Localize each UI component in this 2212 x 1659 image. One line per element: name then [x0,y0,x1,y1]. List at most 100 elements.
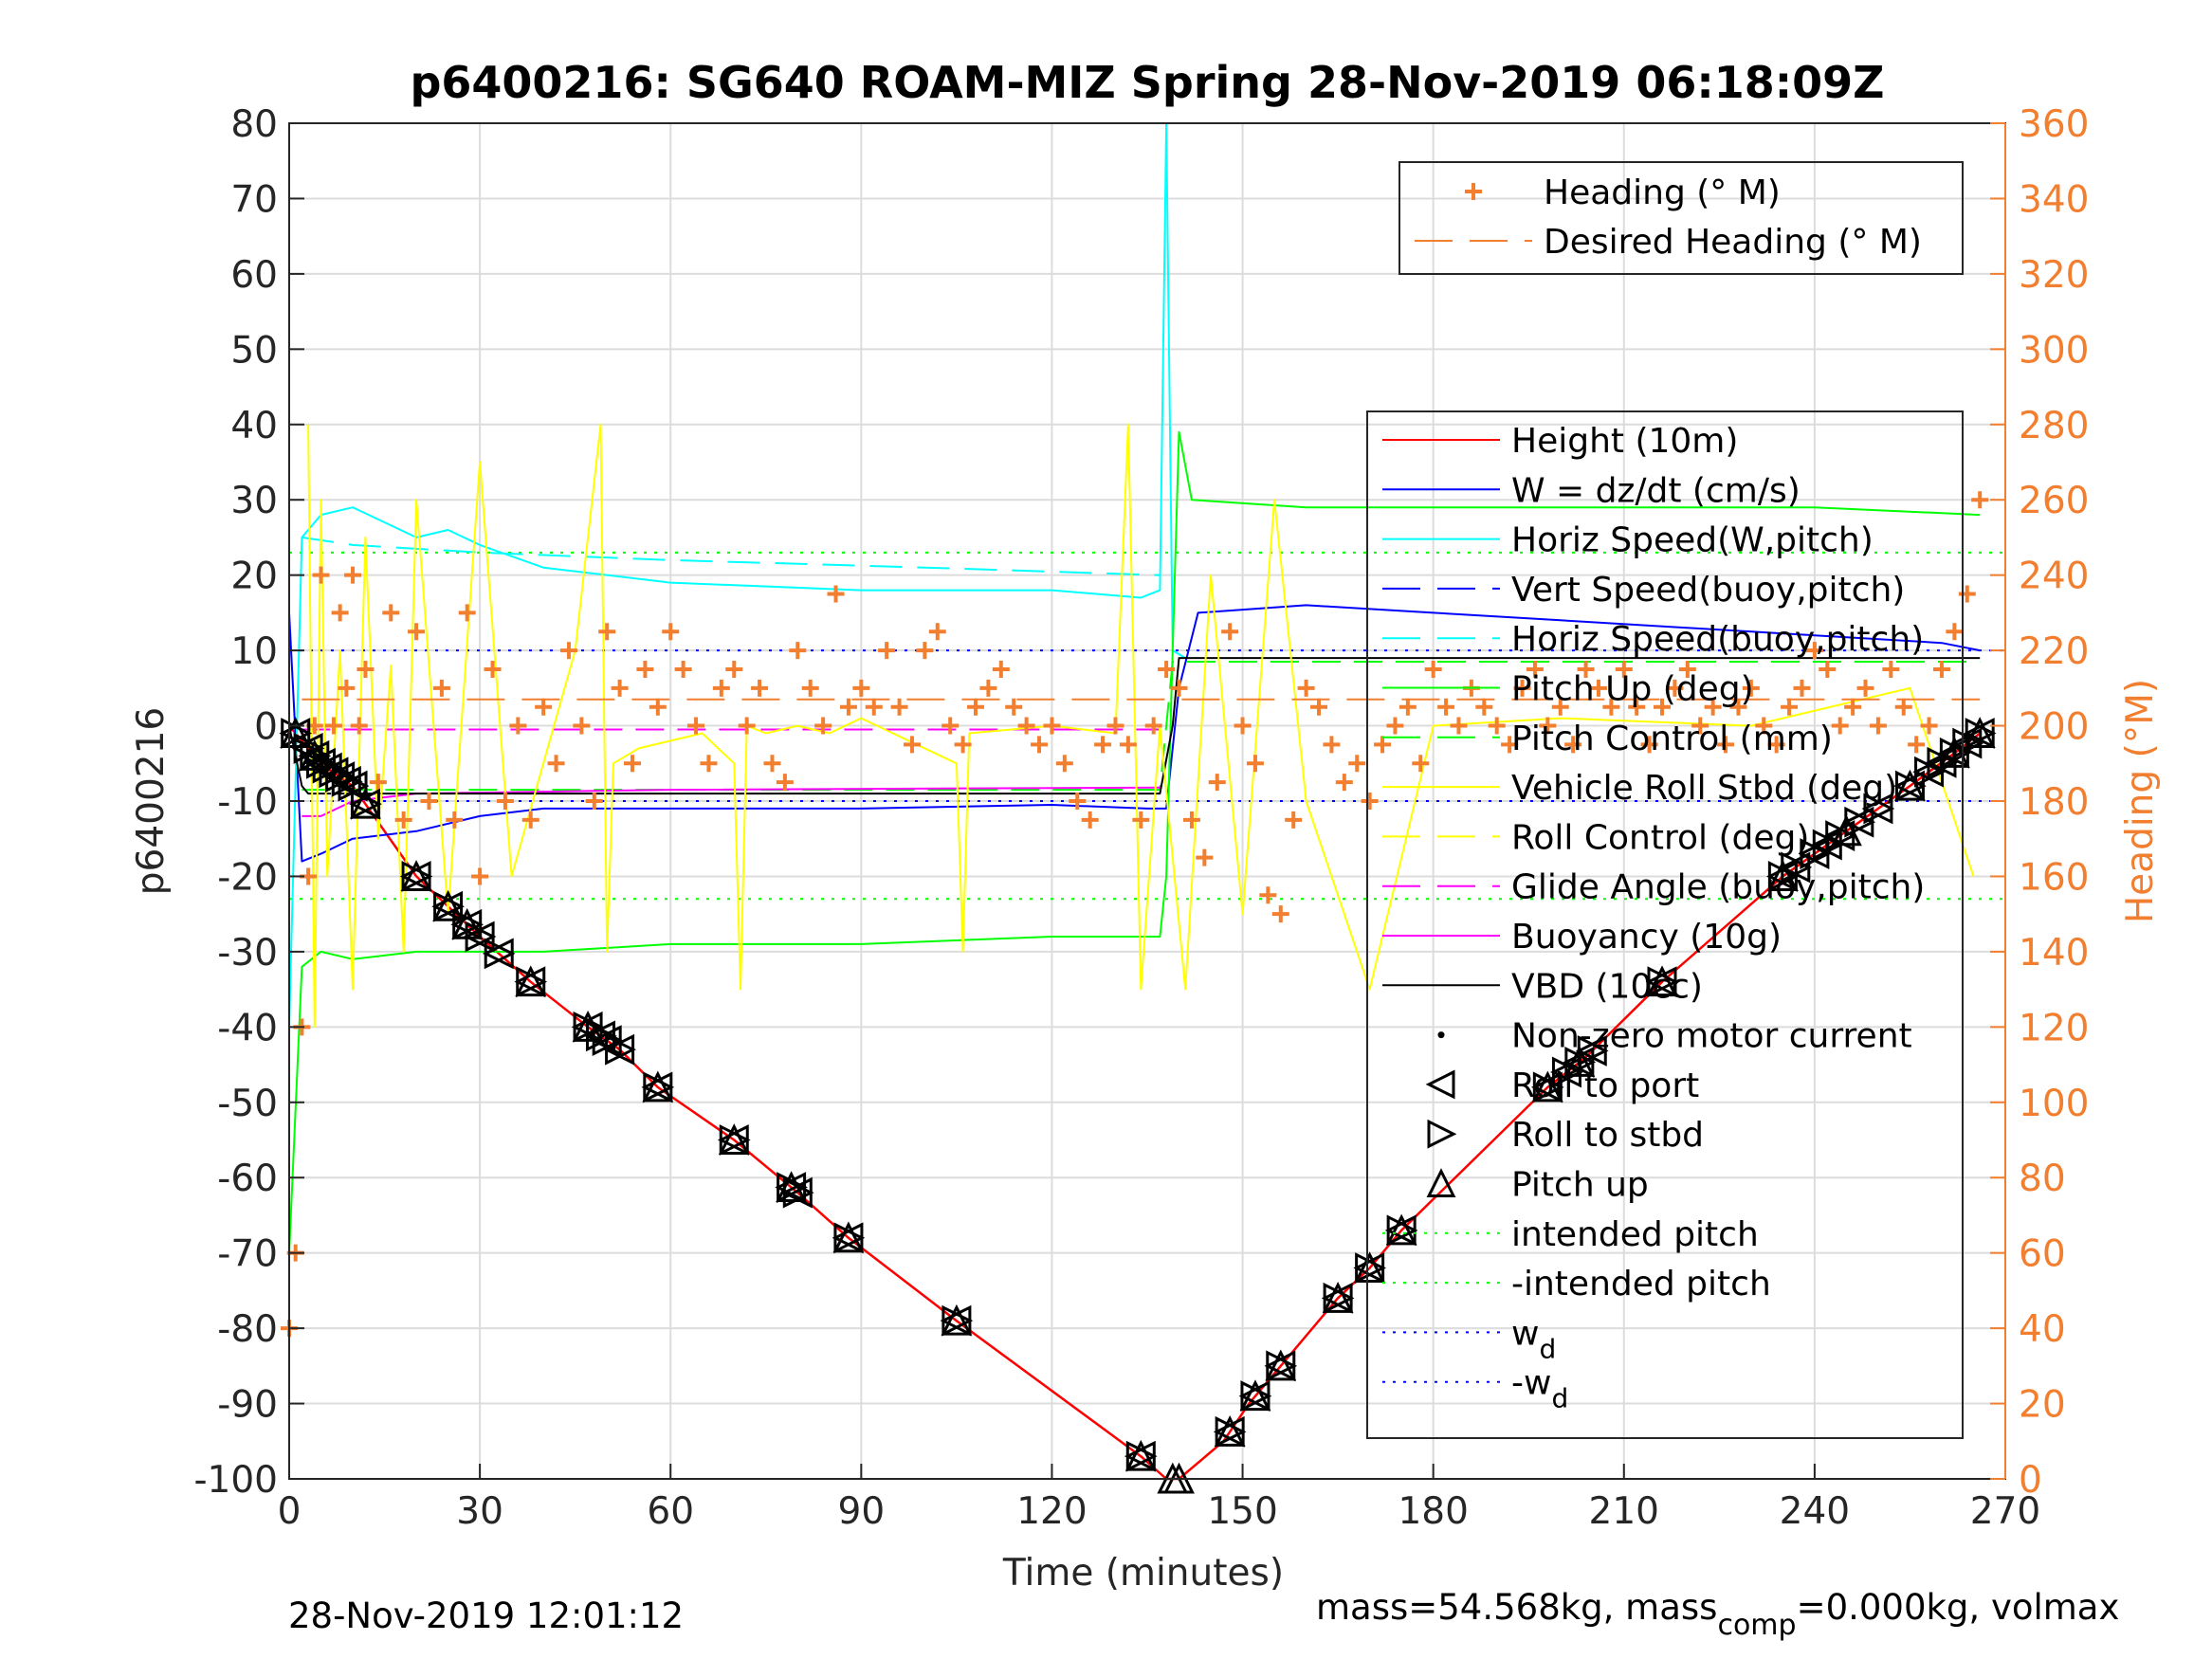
legend-main-label: Roll Control (deg) [1511,818,1809,857]
legend-heading-box [1398,161,1964,275]
heading-point [1781,698,1799,716]
y2-tick-label: 100 [2019,1083,2089,1125]
roll-stbd-marker [1215,1415,1247,1448]
legend-main-label-sub: d [1539,1333,1556,1364]
heading-point [1005,698,1023,716]
series-line-8 [288,657,1981,795]
footer-mass-sub: comp [1717,1609,1796,1642]
heading-point [1564,736,1582,754]
y-tick-label: -60 [217,1158,278,1200]
legend-sample-15 [1426,1168,1456,1197]
heading-point [1717,736,1735,754]
footer-mass-a: mass=54.568kg, mass [1316,1587,1717,1628]
legend-main-label: Horiz Speed(buoy,pitch) [1511,620,1924,659]
pitch-up-marker [1563,1046,1596,1077]
heading-point [1882,660,1900,678]
heading-point [1246,755,1264,773]
y-tick-label: -100 [193,1459,278,1502]
pitch-up-marker [299,738,331,771]
pitch-up-marker [941,1304,973,1336]
heading-point [356,660,375,678]
heading-point [1055,755,1073,773]
roll-stbd-marker [1240,1380,1272,1413]
heading-point [484,660,502,678]
legend-main-box [1366,410,1964,1439]
heading-point [624,755,641,773]
heading-point [1971,491,1989,509]
heading-point [1348,755,1366,773]
heading-point [1017,717,1035,735]
heading-point [916,642,934,660]
footer-mass-b: =0.000kg, volmax [1797,1587,2120,1628]
heading-point [1501,736,1519,754]
y-tick-label: -70 [217,1233,278,1276]
heading-point [1551,698,1569,716]
heading-point [1704,698,1722,716]
pitch-up-marker [1894,769,1926,801]
legend-main: Height (10m) W = dz/dt (cm/s) Horiz Speed(… [1366,410,1964,1439]
roll-stbd-marker [1125,1440,1158,1472]
heading-point [1856,679,1874,697]
series-line-4 [288,430,1981,1253]
legend-heading: Heading (° M) Desired Heading (° M) [1398,161,1964,275]
pitch-up-marker [1766,860,1799,891]
legend-sample-14 [1427,1119,1457,1149]
x-tick-label: 30 [456,1490,503,1533]
heading-point [1844,698,1862,716]
heading-point [408,623,426,641]
heading-point [1678,660,1696,678]
pitch-up-marker [1385,1213,1417,1246]
heading-point [1539,717,1557,735]
heading-point [535,698,553,716]
y2-tick-label: 300 [2019,329,2089,372]
x-tick-label: 180 [1398,1490,1468,1533]
heading-point [1081,811,1099,829]
heading-point [1196,848,1214,866]
heading-point [521,811,539,829]
heading-point [420,793,438,810]
heading-point [344,566,362,584]
pitch-up-marker [718,1123,750,1155]
roll-stbd-marker [777,1172,808,1203]
heading-point [1908,736,1926,754]
chart-title: p6400216: SG640 ROAM-MIZ Spring 28-Nov-2… [410,57,1884,108]
heading-point [1920,717,1938,735]
heading-point [687,717,705,735]
pitch-up-marker [1124,1439,1157,1471]
y-tick-label: -10 [217,781,278,824]
heading-point [979,679,997,697]
heading-point [789,642,807,660]
heading-point [394,811,412,829]
roll-stbd-marker [833,1222,866,1254]
heading-point [496,793,514,810]
heading-point [312,566,330,584]
y2-tick-label: 60 [2019,1233,2066,1276]
heading-point [1132,811,1150,829]
heading-point [1386,717,1404,735]
legend-main-label: W = dz/dt (cm/s) [1511,471,1801,510]
pitch-up-marker [1646,965,1678,997]
series-line-1 [288,604,1981,863]
heading-point [432,679,450,697]
x-tick-label: 210 [1589,1490,1659,1533]
y2-tick-label: 200 [2019,706,2089,749]
y2-tick-label: 220 [2019,630,2089,673]
y2-tick-label: 140 [2019,932,2089,975]
heading-point [878,642,896,660]
marker-layer [279,717,1997,1494]
heading-point [1589,679,1607,697]
roll-stbd-marker [1894,770,1927,802]
legend-main-label: Height (10m) [1511,422,1738,461]
heading-point [1958,585,1976,603]
heading-point [1526,660,1544,678]
series-line-2 [288,122,1186,1028]
heading-point [738,717,756,735]
heading-point [1412,755,1430,773]
heading-point [509,717,527,735]
heading-point [1297,679,1315,697]
y-tick-label: -30 [217,932,278,975]
legend-main-label: Roll to stbd [1511,1116,1704,1155]
x-tick-label: 120 [1016,1490,1087,1533]
heading-point [1602,698,1620,716]
legend-main-label: Pitch Up (deg) [1511,670,1754,709]
